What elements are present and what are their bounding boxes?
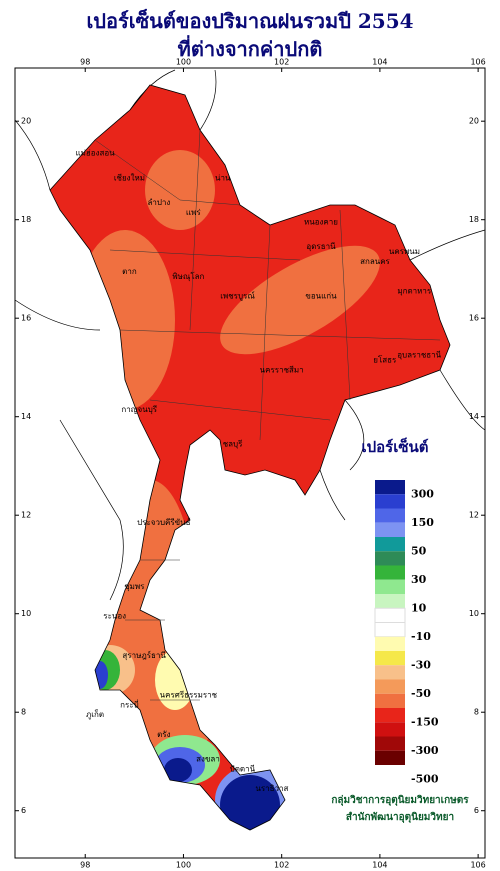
province-label: ตาก [122, 267, 137, 276]
legend-title: เปอร์เซ็นต์ [361, 437, 428, 456]
legend-swatch [375, 522, 405, 537]
legend-label: -150 [411, 715, 439, 728]
province-label: หนองคาย [304, 218, 338, 227]
lon-label: 100 [176, 58, 191, 67]
lat-label: 6 [474, 806, 479, 815]
legend-label: 300 [411, 487, 434, 500]
province-label: ชลบุรี [223, 439, 243, 448]
lat-label: 14 [469, 412, 479, 421]
lon-label: 102 [274, 861, 289, 870]
lon-label: 98 [80, 58, 90, 67]
province-label: ตรัง [157, 730, 170, 739]
lat-label: 12 [21, 511, 31, 520]
province-label: นราธิวาส [255, 784, 288, 793]
lat-label: 14 [21, 412, 31, 421]
province-label: พิษณุโลก [172, 271, 204, 281]
province-label: ภูเก็ต [86, 709, 104, 720]
lon-label: 98 [80, 861, 90, 870]
province-label: นครราชสีมา [260, 365, 304, 374]
lon-label: 106 [470, 861, 485, 870]
title-line-2: ที่ต่างจากค่าปกติ [178, 34, 323, 61]
legend-swatch [375, 636, 405, 651]
legend-swatch [375, 494, 405, 509]
province-label: สุราษฎร์ธานี [122, 650, 166, 660]
province-label: ลำปาง [147, 198, 170, 207]
legend-label: -10 [411, 630, 431, 643]
legend-label: 150 [411, 516, 434, 529]
province-label: ขอนแก่น [305, 291, 337, 300]
province-label: ปัตตานี [230, 764, 256, 773]
legend-swatch [375, 594, 405, 609]
lat-label: 18 [469, 215, 479, 224]
province-label: มุกดาหาร [397, 287, 432, 296]
legend-swatch [375, 537, 405, 552]
lon-label: 104 [372, 58, 387, 67]
province-label: เพชรบูรณ์ [220, 290, 255, 301]
credit-line-2: สำนักพัฒนาอุตุนิยมวิทยา [346, 811, 454, 823]
province-label: แม่ฮ่องสอน [75, 149, 115, 158]
province-label: สงขลา [196, 754, 220, 763]
legend-swatch [375, 708, 405, 723]
lat-label: 8 [21, 708, 26, 717]
province-label: กระบี่ [120, 698, 139, 709]
lat-label: 18 [21, 215, 31, 224]
province-label: นครพนม [389, 247, 420, 256]
title-line-1: เปอร์เซ็นต์ของปริมาณฝนรวมปี 2554 [86, 8, 413, 33]
legend-swatch [375, 736, 405, 751]
province-label: สกลนคร [360, 257, 390, 266]
lon-label: 106 [470, 58, 485, 67]
province-label: เชียงใหม่ [114, 173, 145, 182]
legend-label: 30 [411, 573, 427, 586]
legend-swatch [375, 722, 405, 737]
legend-swatch [375, 565, 405, 580]
legend-swatch [374, 607, 406, 623]
lat-label: 16 [21, 314, 31, 323]
province-label: ระนอง [103, 612, 126, 621]
legend-swatch [375, 480, 405, 495]
lon-label: 104 [372, 861, 387, 870]
lat-label: 8 [474, 708, 479, 717]
legend-label: -30 [411, 658, 431, 671]
lat-label: 6 [21, 806, 26, 815]
lat-label: 10 [21, 609, 31, 618]
legend-swatch [375, 579, 405, 594]
legend-swatch [374, 622, 406, 638]
legend-label: 10 [411, 601, 427, 614]
legend-swatch [375, 651, 405, 666]
province-label: ประจวบคีรีขันธ์ [137, 517, 191, 527]
legend-label: -300 [411, 744, 439, 757]
province-label: ชุมพร [124, 582, 145, 591]
legend-label: -500 [411, 772, 439, 785]
legend-swatch [375, 508, 405, 523]
credit-line-1: กลุ่มวิชาการอุตุนิยมวิทยาเกษตร [331, 794, 469, 806]
province-label: แพร่ [186, 208, 201, 217]
province-borders [94, 129, 441, 701]
province-label: นครศรีธรรมราช [160, 690, 218, 699]
lat-label: 20 [469, 117, 479, 126]
province-label: กาญจนบุรี [121, 405, 157, 414]
lat-label: 16 [469, 314, 479, 323]
lon-label: 102 [274, 58, 289, 67]
legend-swatch [375, 693, 405, 708]
legend-swatch [375, 679, 405, 694]
legend-label: 50 [411, 544, 427, 557]
legend-label: -50 [411, 687, 431, 700]
legend-swatch [375, 750, 405, 765]
lat-label: 12 [469, 511, 479, 520]
province-label: น่าน [215, 173, 231, 182]
province-label: ยโสธร [373, 355, 397, 365]
lon-label: 100 [176, 861, 191, 870]
legend-swatch [375, 665, 405, 680]
lat-label: 10 [469, 609, 479, 618]
province-label: อุบลราชธานี [397, 351, 441, 360]
legend-swatch [375, 551, 405, 566]
province-label: อุดรธานี [306, 242, 336, 251]
lat-label: 20 [21, 117, 31, 126]
